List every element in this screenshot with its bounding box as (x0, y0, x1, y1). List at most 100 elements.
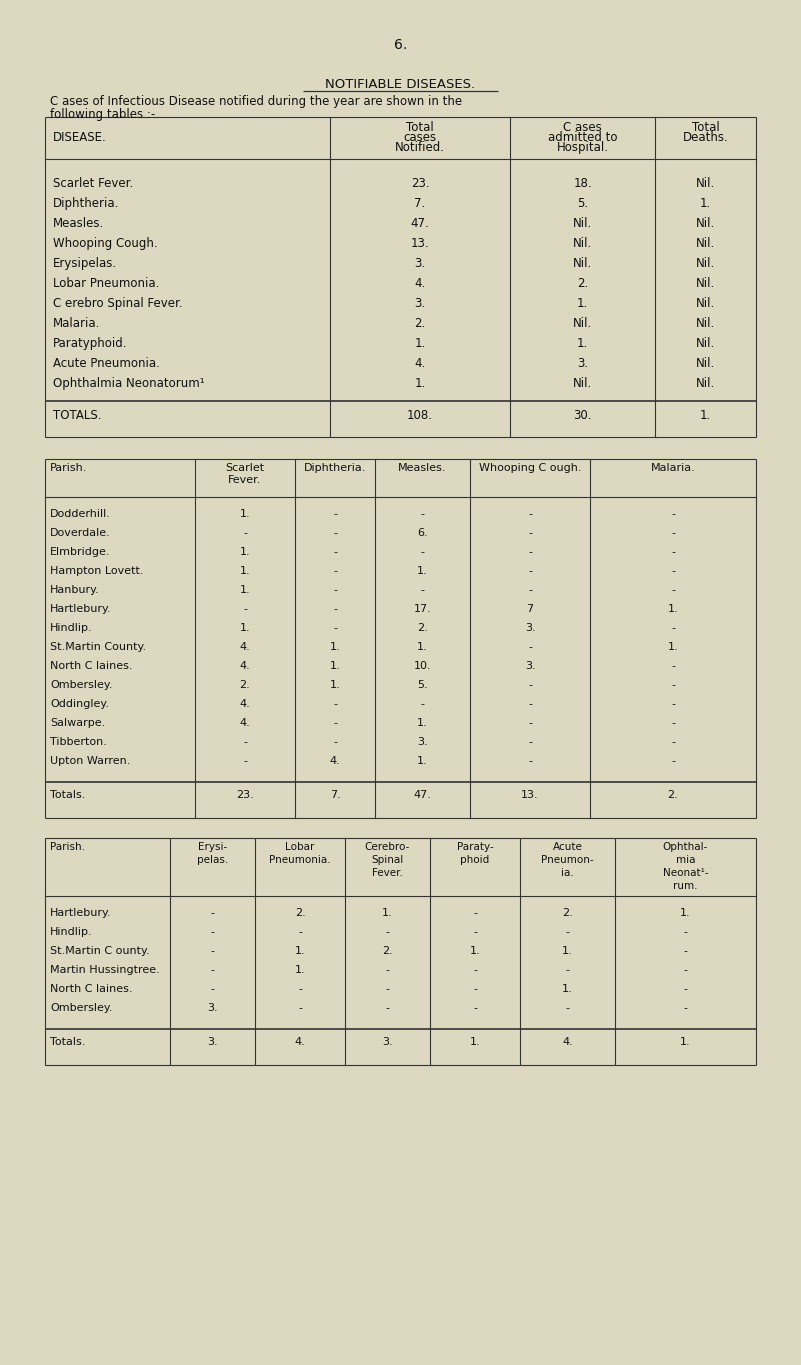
Text: pelas.: pelas. (197, 854, 228, 865)
Text: 1.: 1. (417, 756, 428, 766)
Text: North C laines.: North C laines. (50, 661, 132, 672)
Text: 3.: 3. (577, 358, 588, 370)
Text: 4.: 4. (239, 642, 251, 652)
Text: 3.: 3. (207, 1003, 218, 1013)
Text: Nil.: Nil. (573, 217, 592, 229)
Text: Ombersley.: Ombersley. (50, 680, 112, 689)
Text: -: - (528, 586, 532, 595)
Text: 1.: 1. (668, 603, 678, 614)
Text: -: - (385, 965, 389, 975)
Text: -: - (528, 680, 532, 689)
Text: -: - (243, 756, 247, 766)
Text: 1.: 1. (680, 908, 690, 919)
Text: Nil.: Nil. (696, 257, 715, 270)
Text: Erysi-: Erysi- (198, 842, 227, 852)
Text: Hartlebury.: Hartlebury. (50, 908, 111, 919)
Text: -: - (385, 984, 389, 994)
Text: 2.: 2. (577, 277, 588, 289)
Text: 7: 7 (526, 603, 533, 614)
Text: Dodderhill.: Dodderhill. (50, 509, 111, 519)
Text: -: - (211, 908, 215, 919)
Text: 1.: 1. (562, 946, 573, 956)
Text: 4.: 4. (295, 1037, 305, 1047)
Text: -: - (473, 965, 477, 975)
Text: 3.: 3. (525, 622, 535, 633)
Text: -: - (298, 984, 302, 994)
Text: 4.: 4. (239, 661, 251, 672)
Text: -: - (671, 547, 675, 557)
Text: 1.: 1. (562, 984, 573, 994)
Text: 1.: 1. (469, 946, 481, 956)
Text: Measles.: Measles. (398, 463, 447, 474)
Text: -: - (421, 586, 425, 595)
Text: -: - (473, 908, 477, 919)
Text: 1.: 1. (295, 946, 305, 956)
Text: -: - (528, 642, 532, 652)
Text: Nil.: Nil. (696, 377, 715, 390)
Text: Acute Pneumonia.: Acute Pneumonia. (53, 358, 160, 370)
Text: -: - (333, 737, 337, 747)
Text: 47.: 47. (411, 217, 429, 229)
Text: Totals.: Totals. (50, 790, 86, 800)
Text: Fever.: Fever. (372, 868, 403, 878)
Text: -: - (298, 1003, 302, 1013)
Text: Notified.: Notified. (395, 141, 445, 154)
Text: -: - (333, 603, 337, 614)
Text: -: - (683, 984, 687, 994)
Text: -: - (333, 718, 337, 728)
Text: -: - (385, 1003, 389, 1013)
Text: Nil.: Nil. (696, 238, 715, 250)
Text: Hampton Lovett.: Hampton Lovett. (50, 566, 143, 576)
Text: 1.: 1. (330, 680, 340, 689)
Text: -: - (528, 547, 532, 557)
Text: Upton Warren.: Upton Warren. (50, 756, 131, 766)
Text: -: - (473, 984, 477, 994)
Text: -: - (528, 756, 532, 766)
Text: Salwarpe.: Salwarpe. (50, 718, 105, 728)
Text: Fever.: Fever. (228, 475, 262, 485)
Text: Nil.: Nil. (696, 298, 715, 310)
Text: Oddingley.: Oddingley. (50, 699, 109, 708)
Text: -: - (671, 586, 675, 595)
Text: Parish.: Parish. (50, 463, 87, 474)
Text: -: - (683, 965, 687, 975)
Text: -: - (211, 965, 215, 975)
Text: -: - (671, 756, 675, 766)
Text: 1.: 1. (295, 965, 305, 975)
Text: -: - (528, 566, 532, 576)
Text: 4.: 4. (414, 358, 425, 370)
Text: 2.: 2. (417, 622, 428, 633)
Text: 6.: 6. (394, 38, 407, 52)
Text: 30.: 30. (574, 410, 592, 422)
Text: -: - (333, 547, 337, 557)
Text: -: - (566, 927, 570, 936)
Text: 1.: 1. (382, 908, 392, 919)
Text: 1.: 1. (469, 1037, 481, 1047)
Text: 2.: 2. (414, 317, 425, 330)
Text: 2.: 2. (295, 908, 305, 919)
Text: Hartlebury.: Hartlebury. (50, 603, 111, 614)
Text: Deaths.: Deaths. (682, 131, 728, 143)
Text: -: - (243, 528, 247, 538)
Text: 1.: 1. (239, 566, 250, 576)
Text: admitted to: admitted to (548, 131, 618, 143)
Text: 1.: 1. (680, 1037, 690, 1047)
Text: 1.: 1. (330, 642, 340, 652)
Text: Malaria.: Malaria. (53, 317, 100, 330)
Text: -: - (671, 528, 675, 538)
Text: DISEASE.: DISEASE. (53, 131, 107, 143)
Text: Paratyphoid.: Paratyphoid. (53, 337, 127, 349)
Text: -: - (671, 509, 675, 519)
Text: 1.: 1. (414, 337, 425, 349)
Text: Nil.: Nil. (696, 358, 715, 370)
Text: Total: Total (691, 121, 719, 134)
Text: 17.: 17. (413, 603, 432, 614)
Text: NOTIFIABLE DISEASES.: NOTIFIABLE DISEASES. (325, 78, 476, 91)
Text: Total: Total (406, 121, 434, 134)
Text: Erysipelas.: Erysipelas. (53, 257, 117, 270)
Text: -: - (566, 1003, 570, 1013)
Text: Paraty-: Paraty- (457, 842, 493, 852)
Text: 3.: 3. (417, 737, 428, 747)
Text: -: - (671, 699, 675, 708)
Text: 4.: 4. (562, 1037, 573, 1047)
